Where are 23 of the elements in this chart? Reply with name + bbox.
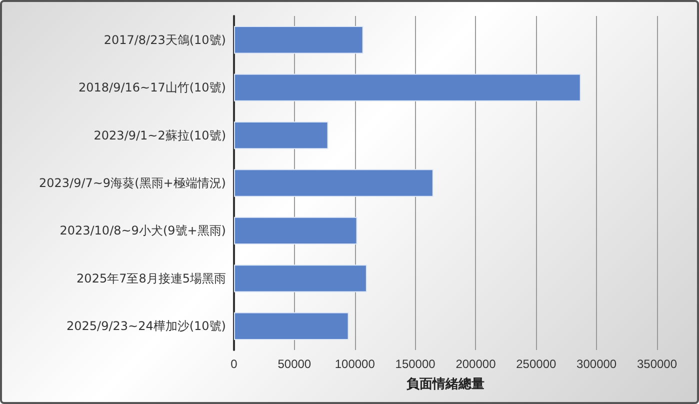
bar: [234, 264, 367, 292]
x-tick-label: 50000: [278, 357, 312, 371]
y-tick-label: 2023/9/1~2蘇拉(10號): [94, 128, 226, 142]
bar: [234, 26, 364, 54]
bar: [234, 216, 358, 245]
x-tick-label: 150000: [395, 357, 436, 371]
y-tick-label: 2017/8/23天鴿(10號): [104, 32, 226, 47]
y-tick-label: 2025年7至8月接連5場黑雨: [76, 271, 226, 286]
bar: [234, 169, 434, 197]
x-tick-label: 350000: [636, 357, 678, 371]
y-tick-label: 2023/10/8~9小犬(9號+黑雨): [60, 224, 226, 238]
y-tick-label: 2023/9/7~9海葵(黑雨+極端情況): [38, 176, 226, 190]
y-tick-label: 2018/9/16~17山竹(10號): [78, 80, 226, 95]
x-tick-label: 200000: [456, 357, 496, 371]
x-tick-label: 250000: [516, 357, 556, 371]
bar: [234, 121, 328, 150]
bar: [234, 312, 349, 340]
bar: [234, 74, 581, 102]
x-tick-label: 100000: [334, 357, 376, 371]
x-tick-label: 300000: [576, 357, 617, 371]
x-axis-title: 負面情緒總量: [406, 377, 484, 392]
x-tick-label: 0: [230, 357, 238, 371]
y-tick-label: 2025/9/23~24樺加沙(10號): [66, 319, 226, 334]
